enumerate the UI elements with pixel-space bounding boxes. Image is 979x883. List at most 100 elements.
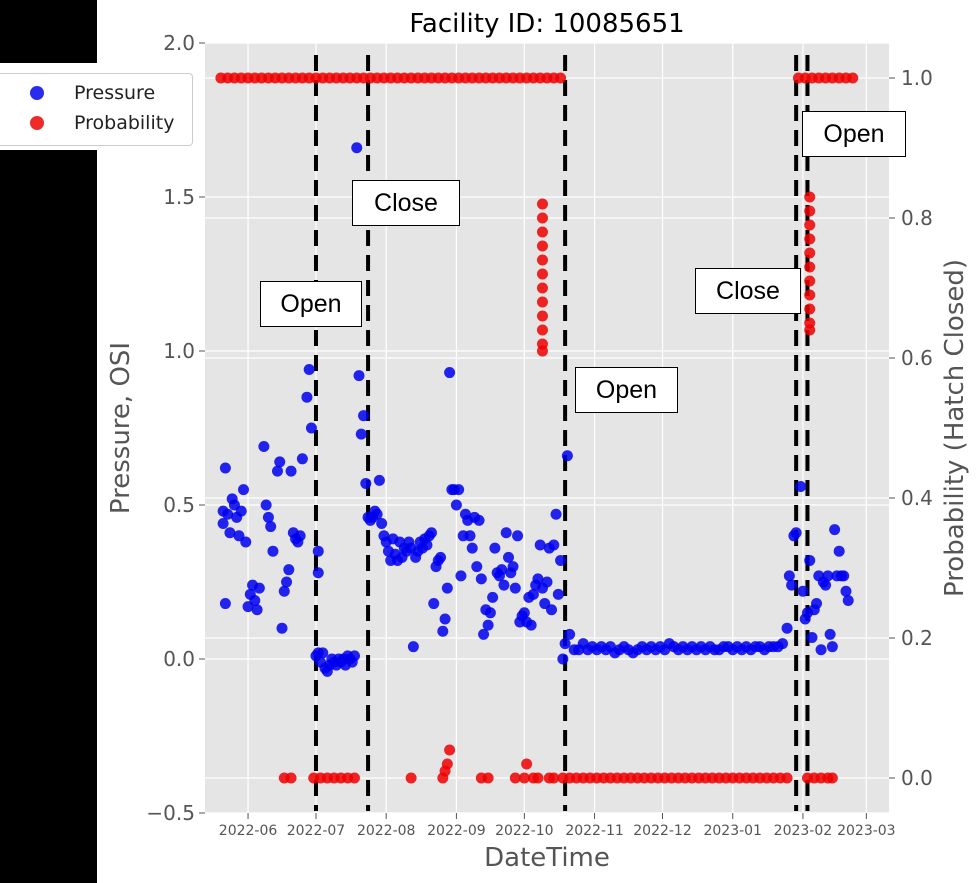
pressure-point xyxy=(283,564,295,576)
probability-point xyxy=(509,772,521,784)
pressure-point xyxy=(274,456,286,468)
legend-label-probability: Probability xyxy=(74,112,175,134)
pressure-point xyxy=(550,508,562,520)
legend-marker-pressure xyxy=(30,86,44,100)
pressure-point xyxy=(489,542,501,554)
probability-point xyxy=(555,72,567,84)
probability-point xyxy=(441,758,453,770)
pressure-point xyxy=(815,644,827,656)
probability-point xyxy=(536,226,548,238)
pressure-point xyxy=(421,539,433,551)
pressure-point xyxy=(464,530,476,542)
black-redaction-left xyxy=(0,150,97,883)
probability-point xyxy=(804,191,816,203)
probability-point xyxy=(804,205,816,217)
pressure-point xyxy=(797,585,809,597)
pressure-point xyxy=(795,481,807,493)
annotation-open-1: Open xyxy=(260,281,362,327)
pressure-point xyxy=(317,647,329,659)
pressure-point xyxy=(466,542,478,554)
probability-point xyxy=(444,744,456,756)
pressure-point xyxy=(312,567,324,579)
pressure-point xyxy=(561,450,573,462)
pressure-point xyxy=(353,370,365,382)
pressure-point xyxy=(276,622,288,634)
pressure-point xyxy=(455,570,467,582)
pressure-point xyxy=(552,588,564,600)
pressure-point xyxy=(804,554,816,566)
probability-point xyxy=(804,219,816,231)
pressure-point xyxy=(842,594,854,606)
x-tick-label: 2022-08 xyxy=(357,823,416,839)
pressure-point xyxy=(267,545,279,557)
pressure-point xyxy=(829,524,841,536)
pressure-point xyxy=(507,561,519,573)
pressure-point xyxy=(546,604,558,616)
probability-point xyxy=(405,772,417,784)
pressure-point xyxy=(473,514,485,526)
pressure-point xyxy=(484,607,496,619)
pressure-point xyxy=(262,511,274,523)
pressure-point xyxy=(555,554,567,566)
pressure-point xyxy=(219,598,231,610)
pressure-point xyxy=(450,499,462,511)
y2-tick-label: 0.4 xyxy=(901,486,933,510)
pressure-point xyxy=(826,641,838,653)
pressure-point xyxy=(219,462,231,474)
pressure-point xyxy=(303,363,315,375)
probability-point xyxy=(536,254,548,266)
probability-point xyxy=(536,198,548,210)
pressure-point xyxy=(482,619,494,631)
pressure-point xyxy=(498,579,510,591)
probability-point xyxy=(804,303,816,315)
x-tick-label: 2022-10 xyxy=(495,823,554,839)
probability-point xyxy=(781,772,793,784)
pressure-point xyxy=(253,582,265,594)
y2-axis-label: Probability (Hatch Closed) xyxy=(940,259,970,597)
probability-point xyxy=(548,772,560,784)
pressure-point xyxy=(260,499,272,511)
pressure-point xyxy=(541,576,553,588)
probability-point xyxy=(348,772,360,784)
pressure-point xyxy=(296,453,308,465)
x-tick-label: 2022-09 xyxy=(427,823,486,839)
probability-point xyxy=(536,345,548,357)
probability-point xyxy=(532,772,544,784)
probability-point xyxy=(826,772,838,784)
pressure-point xyxy=(305,422,317,434)
pressure-point xyxy=(781,622,793,634)
legend: Pressure Probability xyxy=(0,73,193,146)
chart-title: Facility ID: 10085651 xyxy=(409,9,684,39)
probability-point xyxy=(536,240,548,252)
pressure-point xyxy=(557,653,569,665)
pressure-point xyxy=(224,527,236,539)
y2-tick-label: 0.2 xyxy=(901,626,933,650)
pressure-point xyxy=(373,474,385,486)
x-axis-label: DateTime xyxy=(484,843,610,873)
probability-point xyxy=(804,275,816,287)
pressure-point xyxy=(564,628,576,640)
pressure-point xyxy=(534,539,546,551)
pressure-point xyxy=(790,527,802,539)
probability-point xyxy=(482,772,494,784)
pressure-point xyxy=(351,142,363,154)
probability-point xyxy=(536,212,548,224)
legend-marker-probability xyxy=(30,116,44,130)
pressure-point xyxy=(786,579,798,591)
pressure-point xyxy=(777,638,789,650)
pressure-point xyxy=(238,484,250,496)
y-tick-label: −0.5 xyxy=(146,801,195,825)
probability-point xyxy=(804,233,816,245)
y2-tick-label: 0.6 xyxy=(901,346,933,370)
probability-point xyxy=(536,268,548,280)
pressure-point xyxy=(360,477,372,489)
pressure-point xyxy=(240,536,252,548)
pressure-point xyxy=(258,440,270,452)
probability-point xyxy=(285,772,297,784)
pressure-point xyxy=(559,638,571,650)
y-tick-label: 2.0 xyxy=(163,31,195,55)
pressure-point xyxy=(265,521,277,533)
pressure-point xyxy=(425,527,437,539)
pressure-point xyxy=(783,570,795,582)
pressure-point xyxy=(518,607,530,619)
